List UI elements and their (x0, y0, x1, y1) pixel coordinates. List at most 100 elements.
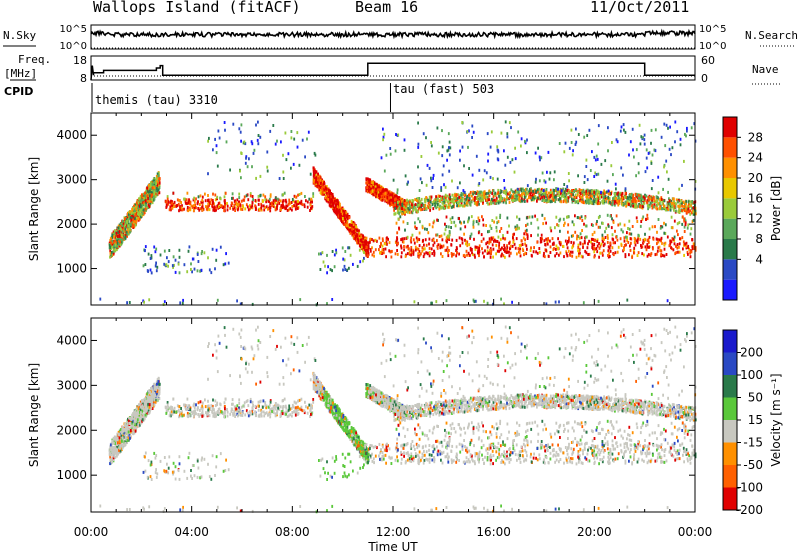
power-cell (614, 198, 616, 202)
power-cell (533, 246, 535, 250)
power-cell (342, 209, 345, 213)
power-cell (236, 202, 239, 206)
power-cell (133, 220, 135, 224)
power-cell (109, 237, 112, 241)
power-cell (515, 197, 517, 201)
power-cell (661, 253, 664, 257)
power-cell (311, 200, 313, 204)
power-cell (262, 193, 265, 197)
power-cell (616, 238, 619, 242)
power-cell (608, 246, 611, 250)
power-cell (199, 194, 202, 198)
power-cell (266, 150, 269, 154)
power-cell (396, 252, 399, 256)
power-cell (407, 244, 409, 248)
power-cell (651, 198, 653, 202)
power-cell (543, 195, 545, 199)
power-cell (693, 245, 695, 248)
power-cell (681, 209, 683, 212)
power-cell (163, 249, 166, 253)
power-cell (351, 227, 353, 231)
power-cell (313, 180, 315, 184)
power-cell (661, 241, 663, 245)
power-cell (269, 194, 272, 198)
power-cell (327, 196, 330, 200)
power-cell (303, 205, 306, 209)
power-cell (524, 195, 526, 199)
nave-label: Nave (752, 63, 779, 76)
power-cell (628, 194, 631, 198)
power-cell (621, 199, 624, 203)
power-cell (138, 214, 141, 218)
power-cell (153, 194, 155, 198)
power-cell (473, 300, 476, 304)
power-cell (331, 201, 334, 205)
power-cell (305, 199, 307, 203)
power-cell (344, 222, 346, 226)
power-cell (547, 199, 550, 203)
power-cell (554, 226, 556, 230)
power-cell (439, 246, 442, 250)
power-cell (647, 207, 649, 211)
power-cell (629, 204, 632, 208)
power-cell (245, 194, 248, 198)
power-cell (458, 252, 460, 256)
power-cell (168, 249, 171, 252)
power-cell (683, 217, 685, 221)
power-cell (627, 241, 630, 244)
power-cell (234, 209, 236, 212)
power-cell (590, 223, 593, 227)
power-cell (418, 199, 421, 203)
power-cell (394, 198, 396, 202)
power-cell (467, 220, 469, 224)
power-cell (524, 242, 526, 246)
power-cell (614, 192, 616, 196)
power-cell (557, 198, 560, 202)
power-cell (621, 203, 624, 207)
power-cell (536, 240, 539, 244)
power-cell (558, 300, 560, 304)
power-cell (297, 202, 300, 206)
power-cell (300, 199, 303, 203)
power-cell (455, 254, 458, 258)
power-cell (359, 234, 362, 238)
power-cell (272, 204, 275, 208)
power-cell (396, 211, 399, 215)
power-cell (499, 237, 502, 241)
power-cell (598, 246, 601, 250)
power-cell (264, 198, 267, 202)
power-cell (287, 152, 290, 156)
power-cell (503, 243, 506, 247)
power-cell (500, 197, 502, 201)
power-cell (578, 199, 581, 203)
power-cell (273, 199, 276, 203)
power-cell (442, 244, 445, 248)
power-cell (342, 212, 345, 216)
power-cell (399, 210, 402, 214)
power-cell (485, 198, 488, 202)
power-cell (205, 205, 207, 209)
power-cell (468, 193, 470, 197)
power-cell (285, 204, 288, 208)
power-cell (379, 192, 382, 195)
power-cell (632, 196, 634, 200)
power-cell (489, 240, 492, 244)
power-cell (520, 195, 523, 198)
power-cell (585, 251, 588, 255)
power-cell (412, 250, 415, 254)
power-cell (137, 202, 139, 206)
power-cell (314, 174, 317, 178)
power-cell (575, 196, 578, 199)
power-cell (168, 208, 171, 212)
power-cell (408, 252, 411, 256)
power-cell (646, 245, 649, 249)
power-cell (502, 236, 504, 240)
power-cell (400, 251, 403, 255)
power-cell (567, 230, 569, 234)
power-cell (196, 202, 199, 206)
power-cell (411, 199, 414, 202)
power-cell (224, 128, 226, 132)
power-cell (577, 199, 579, 203)
power-cell (369, 178, 372, 182)
power-cell (585, 189, 588, 193)
